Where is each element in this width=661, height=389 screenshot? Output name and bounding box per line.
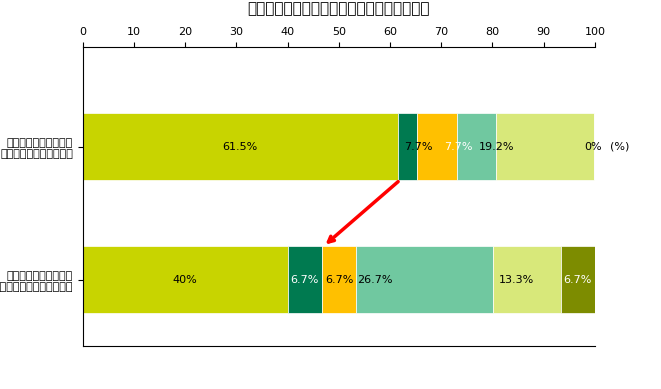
Text: 19.2%: 19.2% — [479, 142, 514, 152]
Text: 7.7%: 7.7% — [404, 142, 433, 152]
Bar — [83, 113, 398, 180]
Text: 6.7%: 6.7% — [564, 275, 592, 285]
Bar — [457, 113, 496, 180]
Bar — [356, 246, 493, 313]
Text: (%): (%) — [610, 142, 630, 152]
Bar — [496, 113, 594, 180]
Text: 0%: 0% — [584, 142, 602, 152]
Bar — [322, 246, 356, 313]
Bar — [493, 246, 561, 313]
Text: 3.8%: 3.8% — [391, 99, 416, 109]
Bar — [398, 113, 417, 180]
Bar — [417, 113, 457, 180]
Bar — [83, 246, 288, 313]
Text: 6.7%: 6.7% — [325, 275, 353, 285]
Text: 7.7%: 7.7% — [444, 142, 472, 152]
Text: 13.3%: 13.3% — [498, 275, 534, 285]
Title: 震災直後及び計画停電実施中の業務遂行状況: 震災直後及び計画停電実施中の業務遂行状況 — [247, 1, 430, 16]
Bar — [288, 246, 322, 313]
Bar — [561, 246, 596, 313]
Text: 40%: 40% — [173, 275, 198, 285]
Text: 6.7%: 6.7% — [290, 275, 319, 285]
Text: 61.5%: 61.5% — [223, 142, 258, 152]
Text: 26.7%: 26.7% — [357, 275, 393, 285]
